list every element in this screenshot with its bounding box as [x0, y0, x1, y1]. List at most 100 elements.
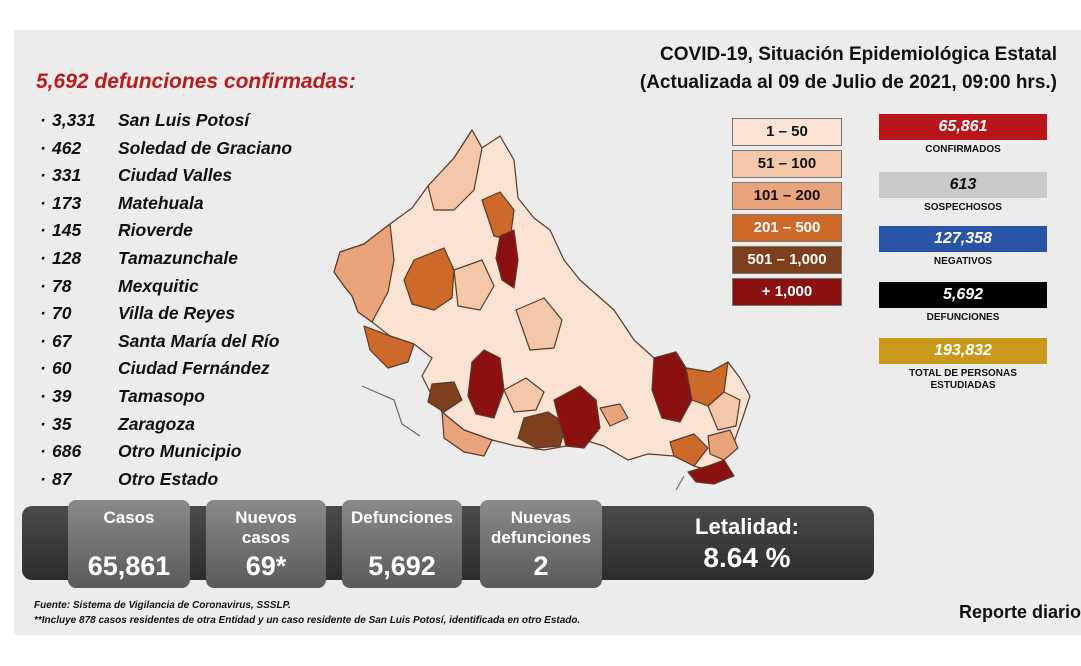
municipality-count: 87	[52, 468, 72, 489]
municipality-name: Otro Municipio	[118, 441, 242, 462]
map-region-c5	[515, 297, 563, 351]
casos-label: Casos	[103, 508, 155, 527]
map-region-n2	[495, 229, 519, 289]
legend-item: + 1,000	[732, 278, 842, 306]
bullet-dot: ·	[40, 192, 46, 213]
legend-item: 51 – 100	[732, 150, 842, 178]
municipality-item: · 60 Ciudad Fernández	[40, 358, 292, 386]
nuevas-def-value: 2	[533, 551, 549, 581]
municipality-item: · 686 Otro Municipio	[40, 441, 292, 469]
legend-item: 1 – 50	[732, 118, 842, 146]
nuevos-casos-card: Nuevos casos 69*	[206, 500, 326, 588]
bullet-dot: ·	[40, 110, 46, 130]
bullet-dot: ·	[40, 275, 46, 296]
bullet-dot: ·	[40, 441, 46, 462]
map-region-c2	[517, 411, 567, 449]
municipality-count: 331	[52, 165, 82, 186]
letalidad-label: Letalidad:	[695, 514, 799, 539]
map-region-c1	[441, 411, 493, 457]
municipality-item: · 3,331 San Luis Potosí	[40, 110, 292, 138]
nuevos-label-2: casos	[241, 528, 291, 547]
municipality-item: · 128 Tamazunchale	[40, 248, 292, 276]
map-region-nw4	[427, 129, 483, 211]
reporte-diario: Reporte diario	[958, 602, 1081, 622]
defunciones-card: Defunciones 5,692	[342, 500, 462, 588]
bullet-dot: ·	[40, 330, 46, 351]
map-region-nw2	[403, 247, 455, 311]
stat-value: 65,861	[879, 114, 1047, 140]
def-label: Defunciones	[350, 508, 454, 527]
map-region-c3	[553, 385, 601, 449]
map-region-e4	[687, 459, 735, 485]
legend-item: 501 – 1,000	[732, 246, 842, 274]
bullet-dot: ·	[40, 137, 46, 158]
municipality-item: · 462 Soledad de Graciano	[40, 138, 292, 166]
stat-label: TOTAL DE PERSONAS ESTUDIADAS	[909, 368, 1017, 391]
municipality-count: 686	[52, 441, 82, 462]
deaths-headline: 5,692 defunciones confirmadas:	[36, 70, 356, 93]
map-region-nw3	[363, 325, 415, 369]
map-region-slp	[467, 349, 505, 419]
stat-label: CONFIRMADOS	[925, 144, 1001, 155]
municipality-name: Tamazunchale	[118, 247, 238, 268]
source-footnote: Fuente: Sistema de Vigilancia de Coronav…	[34, 600, 291, 611]
stat-value: 127,358	[879, 226, 1047, 252]
bullet-dot: ·	[40, 385, 46, 406]
report-title: COVID-19, Situación Epidemiológica Estat…	[660, 44, 1057, 65]
municipality-item: · 87 Otro Estado	[40, 469, 292, 497]
map-region-e1	[651, 351, 693, 423]
municipality-name: Otro Estado	[118, 468, 219, 489]
municipality-name: Zaragoza	[118, 413, 195, 434]
stat-value: 613	[879, 172, 1047, 198]
municipality-count: 70	[52, 303, 72, 324]
municipality-item: · 331 Ciudad Valles	[40, 165, 292, 193]
nuevas-def-label-1: Nuevas	[510, 508, 572, 527]
map-region-nw1	[333, 223, 395, 323]
municipality-item: · 70 Villa de Reyes	[40, 303, 292, 331]
nuevas-defunciones-card: Nuevas defunciones 2	[480, 500, 602, 588]
municipality-count: 78	[52, 275, 72, 296]
report-date: (Actualizada al 09 de Julio de 2021, 09:…	[639, 72, 1057, 93]
bullet-dot: ·	[40, 247, 46, 268]
stat-label: DEFUNCIONES	[926, 312, 1000, 323]
municipality-count: 35	[52, 413, 72, 434]
casos-value: 65,861	[87, 551, 171, 581]
bullet-dot: ·	[40, 220, 46, 241]
map-region-c4	[599, 403, 629, 427]
municipality-name: San Luis Potosí	[118, 110, 250, 130]
municipality-name: Soledad de Graciano	[118, 137, 293, 158]
nuevos-label-1: Nuevos	[235, 508, 297, 527]
def-value: 5,692	[368, 551, 436, 581]
municipality-deaths-list: · 3,331 San Luis Potosí · 462 Soledad de Grac…	[40, 110, 292, 496]
residents-footnote: **Incluye 878 casos residentes de otra E…	[34, 615, 581, 626]
municipality-item: · 173 Matehuala	[40, 193, 292, 221]
municipality-count: 3,331	[52, 110, 96, 130]
legend-item: 201 – 500	[732, 214, 842, 242]
map-region-n1	[481, 191, 515, 241]
map-region-c6	[503, 377, 545, 413]
municipality-name: Ciudad Fernández	[118, 358, 270, 379]
municipality-count: 145	[52, 220, 82, 241]
bullet-dot: ·	[40, 165, 46, 186]
map-region-e3	[669, 433, 709, 467]
map-region-e5	[707, 391, 741, 431]
municipality-name: Tamasopo	[118, 385, 205, 406]
bullet-dot: ·	[40, 303, 46, 324]
map-region-soledad	[427, 381, 463, 413]
legend-item: 101 – 200	[732, 182, 842, 210]
stat-value: 5,692	[879, 282, 1047, 308]
municipality-count: 60	[52, 358, 72, 379]
bullet-dot: ·	[40, 413, 46, 434]
municipality-count: 128	[52, 247, 82, 268]
municipality-count: 173	[52, 192, 82, 213]
municipality-count: 67	[52, 330, 72, 351]
casos-card: Casos 65,861	[68, 500, 190, 588]
nuevas-def-label-2: defunciones	[490, 528, 592, 547]
municipality-name: Ciudad Valles	[118, 165, 233, 186]
municipality-name: Villa de Reyes	[118, 303, 236, 324]
letalidad-value: 8.64 %	[703, 542, 791, 573]
municipality-item: · 35 Zaragoza	[40, 414, 292, 442]
municipality-count: 462	[52, 137, 82, 158]
state-map	[333, 129, 751, 491]
municipality-item: · 78 Mexquitic	[40, 276, 292, 304]
